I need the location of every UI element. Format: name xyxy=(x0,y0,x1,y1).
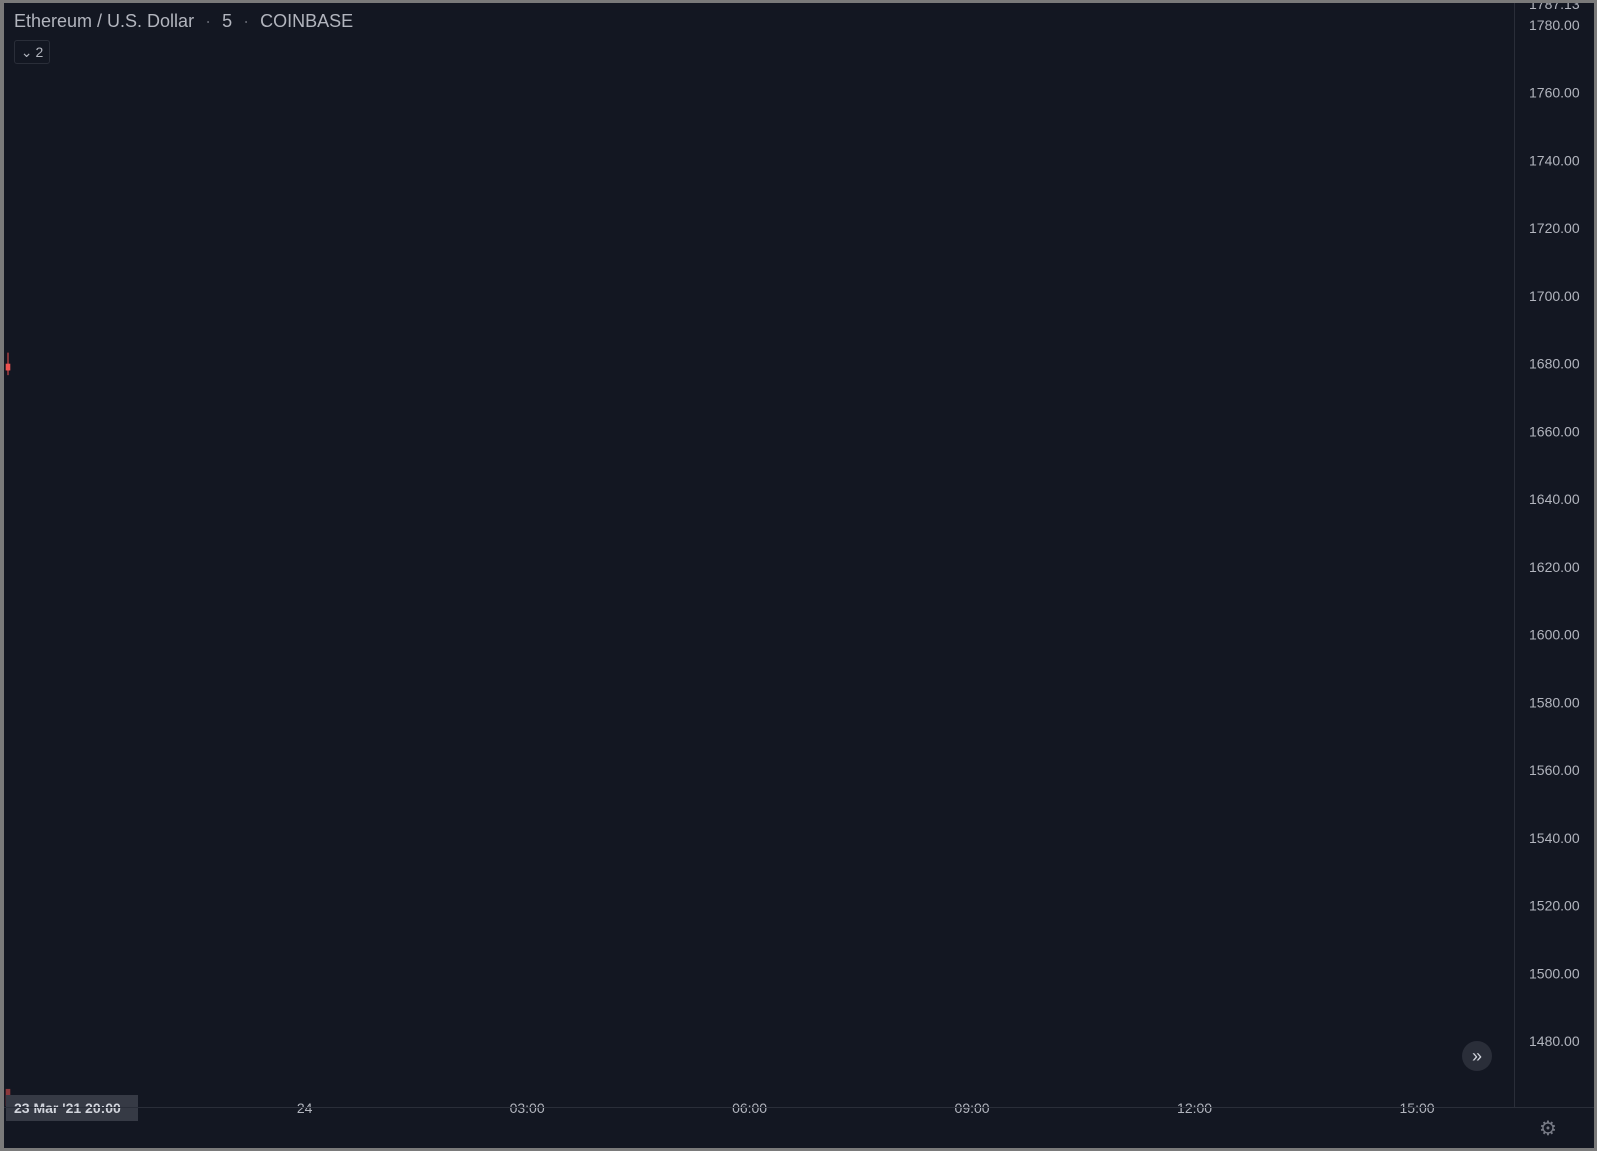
chevron-down-icon: ⌄ xyxy=(20,43,33,60)
time-tick-label: 15:00 xyxy=(1400,1100,1435,1116)
crosshair-time-label: 23 Mar '21 20:00 xyxy=(14,1100,121,1116)
price-tick-label: 1740.00 xyxy=(1529,152,1580,168)
price-tick-label: 1700.00 xyxy=(1529,288,1580,304)
indicator-count: 2 xyxy=(35,44,44,60)
candle-layer xyxy=(5,352,11,376)
time-scale-border xyxy=(4,1107,1594,1108)
legend-separator: · xyxy=(205,11,212,31)
chart-frame[interactable]: 1787.13 1780.00 1760.00 1740.00 1720.00 1700.… xyxy=(4,3,1594,1148)
price-tick-label: 1660.00 xyxy=(1529,423,1580,439)
candle xyxy=(5,363,11,371)
price-tick-label: 1620.00 xyxy=(1529,559,1580,575)
price-tick-label: 1780.00 xyxy=(1529,17,1580,33)
indicators-collapse-button[interactable]: ⌄ 2 xyxy=(14,40,50,64)
price-tick-label: 1480.00 xyxy=(1529,1033,1580,1049)
price-tick-label: 1680.00 xyxy=(1529,356,1580,372)
exchange-label: COINBASE xyxy=(260,11,354,31)
price-tick-label: 1787.13 xyxy=(1529,3,1580,12)
price-tick-label: 1600.00 xyxy=(1529,627,1580,643)
legend-separator: · xyxy=(243,11,250,31)
price-tick-label: 1720.00 xyxy=(1529,220,1580,236)
price-tick-label: 1520.00 xyxy=(1529,898,1580,914)
gear-icon[interactable]: ⚙ xyxy=(1539,1117,1557,1140)
price-tick-label: 1560.00 xyxy=(1529,762,1580,778)
chart-canvas[interactable]: 1787.13 1780.00 1760.00 1740.00 1720.00 1700.… xyxy=(4,3,1594,1148)
price-tick-label: 1540.00 xyxy=(1529,830,1580,846)
price-tick-label: 1760.00 xyxy=(1529,85,1580,101)
time-scale: 23 Mar '21 20:00 24 03:00 06:00 09:00 12:00 15… xyxy=(6,1095,1435,1121)
time-tick-label: 12:00 xyxy=(1177,1100,1212,1116)
double-chevron-right-icon[interactable]: » xyxy=(1462,1041,1492,1071)
price-scale-border xyxy=(1514,3,1515,1107)
crosshair-time-label-bg xyxy=(6,1095,138,1121)
price-tick-label: 1580.00 xyxy=(1529,694,1580,710)
time-tick-label: 06:00 xyxy=(732,1100,767,1116)
time-tick-label: 03:00 xyxy=(510,1100,545,1116)
price-scale: 1787.13 1780.00 1760.00 1740.00 1720.00 1700.… xyxy=(1529,3,1580,1049)
time-tick-label: 24 xyxy=(297,1100,313,1116)
price-tick-label: 1500.00 xyxy=(1529,965,1580,981)
symbol-name: Ethereum / U.S. Dollar xyxy=(14,11,195,31)
interval-label: 5 xyxy=(222,11,233,31)
time-tick-label: 09:00 xyxy=(955,1100,990,1116)
price-tick-label: 1640.00 xyxy=(1529,491,1580,507)
symbol-legend[interactable]: Ethereum / U.S. Dollar · 5 · COINBASE xyxy=(14,11,359,32)
